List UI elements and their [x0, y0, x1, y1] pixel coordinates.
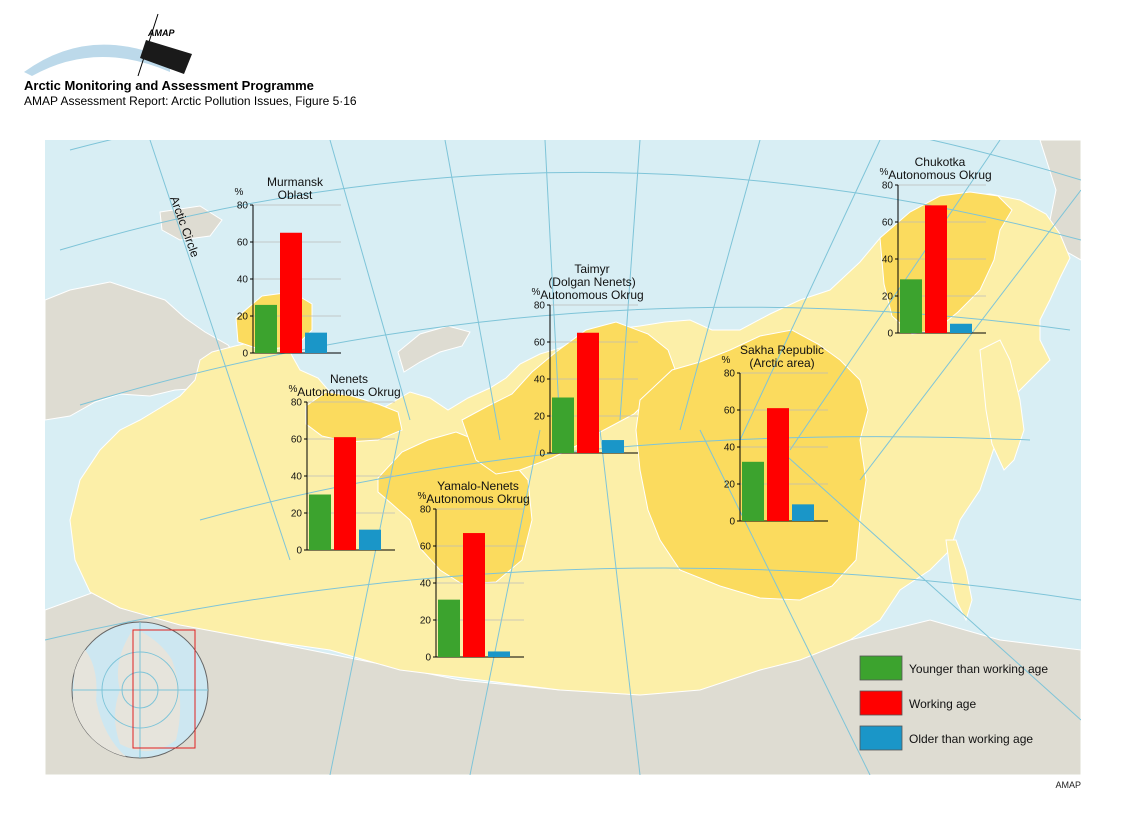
y-axis-label: %: [235, 187, 244, 198]
bar: [305, 332, 327, 353]
y-axis-label: %: [532, 287, 541, 298]
y-tick-label: 80: [291, 398, 303, 409]
y-tick-label: 0: [539, 449, 545, 460]
amap-logo: AMAP: [24, 13, 192, 77]
bar: [488, 651, 510, 657]
y-tick-label: 0: [425, 653, 431, 664]
bar: [309, 494, 331, 550]
legend-swatch: [859, 690, 903, 716]
y-tick-label: 40: [237, 275, 249, 286]
y-tick-label: 80: [420, 505, 432, 516]
legend-label: Younger than working age: [909, 662, 1048, 676]
bar: [577, 332, 599, 453]
y-axis-label: %: [289, 384, 298, 395]
y-tick-label: 60: [882, 218, 894, 229]
bar: [742, 461, 764, 521]
chart-title: (Dolgan Nenets): [548, 275, 635, 289]
chart-title: Nenets: [330, 372, 368, 386]
chart-3: 0 20 40 60 80% Taimyr(Dolgan Nenets)Autonomou…: [532, 262, 644, 460]
chart-title: Autonomous Okrug: [426, 492, 529, 506]
y-tick-label: 40: [724, 443, 736, 454]
inset-extent-box: [132, 629, 196, 749]
chart-title: Autonomous Okrug: [888, 168, 991, 182]
y-tick-label: 0: [729, 517, 735, 528]
y-tick-label: 40: [420, 579, 432, 590]
y-tick-label: 20: [420, 616, 432, 627]
y-axis-label: %: [418, 491, 427, 502]
y-tick-label: 20: [882, 292, 894, 303]
y-tick-label: 80: [724, 369, 736, 380]
amap-credit: AMAP: [1055, 780, 1081, 790]
chart-title: Murmansk: [267, 175, 324, 189]
legend-label: Older than working age: [909, 732, 1033, 746]
amap-logo-text: AMAP: [147, 28, 175, 38]
y-tick-label: 60: [237, 238, 249, 249]
y-tick-label: 0: [242, 349, 248, 360]
land-novaya-zemlya: [397, 325, 471, 373]
chart-title: Autonomous Okrug: [540, 288, 643, 302]
bar: [255, 304, 277, 353]
y-tick-label: 60: [534, 338, 546, 349]
legend-item: Working age: [859, 690, 976, 716]
y-tick-label: 20: [291, 509, 303, 520]
kamchatka: [979, 339, 1025, 471]
y-tick-label: 80: [882, 181, 894, 192]
y-tick-label: 40: [291, 472, 303, 483]
chart-title: Oblast: [278, 188, 313, 202]
chart-title: Sakha Republic: [740, 343, 824, 357]
legend-swatch: [859, 725, 903, 751]
legend: Younger than working age Working age Older…: [859, 655, 1048, 751]
bar: [463, 533, 485, 657]
chart-title: Yamalo-Nenets: [437, 479, 519, 493]
y-tick-label: 40: [882, 255, 894, 266]
bar: [900, 279, 922, 333]
y-axis-label: %: [880, 167, 889, 178]
bar: [438, 599, 460, 657]
chart-title: Taimyr: [574, 262, 609, 276]
bar: [552, 397, 574, 453]
legend-label: Working age: [909, 697, 976, 711]
y-tick-label: 20: [237, 312, 249, 323]
graticule: [45, 140, 1081, 775]
bar: [950, 323, 972, 333]
report-title: AMAP Assessment Report: Arctic Pollution…: [24, 94, 357, 108]
chart-title: (Arctic area): [749, 356, 814, 370]
bar: [792, 504, 814, 521]
y-tick-label: 0: [887, 329, 893, 340]
y-tick-label: 60: [291, 435, 303, 446]
legend-item: Older than working age: [859, 725, 1033, 751]
y-tick-label: 60: [724, 406, 736, 417]
legend-item: Younger than working age: [859, 655, 1048, 681]
y-tick-label: 80: [237, 201, 249, 212]
y-tick-label: 20: [534, 412, 546, 423]
y-tick-label: 40: [534, 375, 546, 386]
chart-title: Chukotka: [915, 155, 966, 169]
bar: [925, 205, 947, 333]
bar: [359, 529, 381, 550]
chart-4: 0 20 40 60 80% Sakha Republic(Arctic area): [722, 343, 828, 528]
y-tick-label: 0: [296, 546, 302, 557]
sakhalin: [945, 539, 973, 622]
y-tick-label: 20: [724, 480, 736, 491]
legend-swatch: [859, 655, 903, 681]
region-nenets: [305, 391, 403, 443]
header: AMAP Arctic Monitoring and Assessment Pr…: [0, 0, 1123, 140]
org-name: Arctic Monitoring and Assessment Program…: [24, 78, 314, 93]
bar: [767, 408, 789, 521]
bar: [334, 437, 356, 550]
y-axis-label: %: [722, 355, 731, 366]
inset-globe: [71, 621, 209, 759]
y-tick-label: 80: [534, 301, 546, 312]
bar: [602, 440, 624, 453]
bar: [280, 232, 302, 353]
chart-title: Autonomous Okrug: [297, 385, 400, 399]
land-svalbard: [159, 205, 223, 241]
y-tick-label: 60: [420, 542, 432, 553]
